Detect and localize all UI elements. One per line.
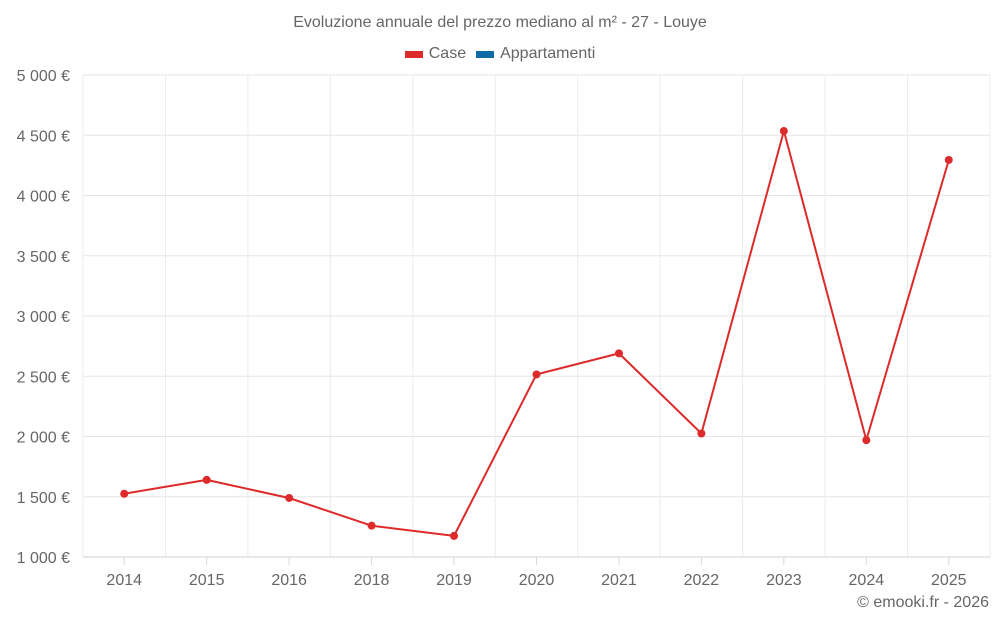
gridlines (82, 74, 991, 557)
x-tick-label: 2022 (684, 572, 720, 589)
y-tick-label: 4 000 € (17, 189, 70, 206)
legend-item-appartamenti[interactable]: Appartamenti (476, 45, 595, 63)
x-tick-label: 2025 (931, 572, 967, 589)
x-tick-label: 2019 (436, 572, 472, 589)
credit-text: © emooki.fr - 2026 (857, 594, 989, 611)
y-tick-label: 5 000 € (17, 68, 70, 85)
y-tick-label: 3 000 € (17, 309, 70, 326)
x-tick-label: 2023 (766, 572, 802, 589)
x-tick-label: 2018 (354, 572, 390, 589)
data-point[interactable] (532, 370, 541, 379)
data-point[interactable] (450, 531, 459, 540)
data-point[interactable] (202, 475, 211, 484)
series-case (120, 127, 953, 540)
data-point[interactable] (944, 155, 953, 164)
x-axis: 2014 2015 2016 2018 2019 2020 2021 2022 2023 2024… (83, 556, 990, 589)
y-tick-label: 2 000 € (17, 430, 70, 447)
data-point[interactable] (614, 349, 623, 358)
legend-item-case[interactable]: Case (404, 45, 467, 63)
legend-label-case: Case (428, 45, 467, 62)
y-tick-label: 2 500 € (17, 369, 70, 386)
x-tick-label: 2024 (849, 572, 885, 589)
y-tick-label: 1 500 € (17, 490, 70, 507)
y-axis: 1 000 € 1 500 € 2 000 € 2 500 € 3 000 € 3 500… (17, 68, 70, 567)
data-point[interactable] (285, 493, 294, 502)
x-tick-label: 2016 (271, 572, 307, 589)
legend-label-appartamenti: Appartamenti (500, 45, 596, 62)
x-tick-label: 2014 (106, 572, 142, 589)
data-point[interactable] (120, 489, 129, 498)
y-tick-label: 1 000 € (17, 550, 70, 567)
legend: Case Appartamenti (0, 45, 1000, 63)
y-tick-label: 3 500 € (17, 249, 70, 266)
data-point[interactable] (367, 521, 376, 530)
data-point[interactable] (697, 429, 706, 438)
legend-swatch-case (404, 50, 423, 58)
legend-swatch-appartamenti (476, 50, 495, 58)
chart-title: Evoluzione annuale del prezzo mediano al… (293, 14, 707, 31)
x-tick-label: 2015 (189, 572, 225, 589)
x-tick-label: 2021 (601, 572, 637, 589)
data-point[interactable] (862, 436, 871, 445)
data-point[interactable] (779, 127, 788, 136)
x-tick-label: 2020 (519, 572, 555, 589)
y-tick-label: 4 500 € (17, 128, 70, 145)
